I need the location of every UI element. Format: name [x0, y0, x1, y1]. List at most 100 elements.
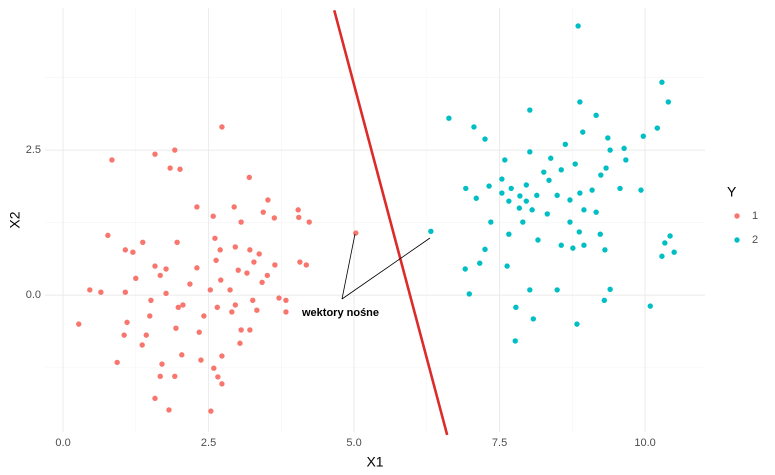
point [140, 239, 146, 246]
point [232, 302, 239, 308]
point [589, 187, 595, 193]
point [504, 263, 510, 269]
point [163, 290, 169, 297]
point [488, 219, 494, 225]
point [238, 327, 244, 333]
point [246, 174, 252, 181]
point [172, 147, 178, 153]
point [523, 198, 530, 204]
point [232, 244, 239, 250]
point [157, 272, 163, 279]
point [548, 155, 554, 161]
point [87, 287, 93, 293]
point [506, 231, 512, 237]
point [577, 99, 583, 105]
annotation-arrow [341, 233, 356, 300]
point [581, 207, 587, 213]
point [466, 291, 472, 297]
marks [76, 9, 677, 436]
point [247, 327, 253, 333]
point [597, 231, 603, 237]
point [621, 145, 627, 152]
point [174, 239, 180, 246]
point [516, 205, 523, 211]
point [214, 304, 220, 310]
point [98, 289, 104, 295]
point [570, 245, 576, 251]
x-tick-label: 5.0 [346, 437, 361, 449]
point [527, 149, 533, 155]
point [217, 247, 223, 253]
point [530, 316, 537, 322]
grid [45, 8, 705, 432]
point [147, 313, 153, 319]
point [665, 99, 672, 105]
x-axis-title: X1 [366, 454, 383, 470]
point [463, 185, 469, 192]
point [231, 204, 237, 210]
point [558, 167, 564, 173]
point [581, 242, 587, 248]
point [499, 190, 505, 196]
point [196, 329, 202, 335]
legend-swatch [734, 213, 740, 219]
point [207, 287, 213, 293]
point [133, 275, 139, 281]
point [219, 124, 225, 130]
point [535, 237, 541, 243]
point [623, 157, 629, 163]
point [213, 257, 219, 264]
point [303, 262, 310, 268]
point [667, 233, 673, 239]
point [506, 198, 512, 204]
point [219, 353, 225, 359]
point [482, 246, 488, 252]
point [152, 151, 158, 157]
point [659, 79, 665, 85]
point [617, 185, 623, 192]
point [271, 215, 278, 221]
point [177, 166, 183, 172]
point [180, 302, 186, 308]
point [486, 183, 492, 189]
point [152, 263, 158, 269]
y-tick-label: 2.5 [26, 144, 41, 156]
point [567, 219, 573, 225]
point [512, 338, 518, 344]
separating-line [333, 9, 449, 436]
point [428, 228, 434, 235]
point [502, 157, 508, 163]
point [295, 207, 301, 213]
point [250, 297, 256, 304]
point [212, 235, 218, 241]
point [219, 381, 225, 387]
point [546, 177, 552, 183]
point [471, 124, 477, 130]
point [139, 342, 145, 348]
x-tick-label: 2.5 [201, 437, 216, 449]
point [638, 187, 644, 193]
legend-label: 2 [752, 234, 758, 246]
point [187, 281, 193, 287]
point [264, 272, 271, 279]
point [163, 266, 169, 272]
point [529, 207, 535, 213]
point [598, 172, 604, 178]
point [122, 247, 129, 253]
point [544, 211, 550, 217]
point [607, 286, 613, 293]
x-tick-label: 0.0 [55, 437, 70, 449]
legend-label: 1 [752, 210, 758, 222]
point [76, 321, 82, 327]
point [122, 289, 129, 295]
point [152, 395, 158, 402]
point [499, 176, 505, 182]
point [105, 232, 111, 239]
point [647, 303, 653, 309]
point [593, 112, 599, 119]
point [580, 129, 586, 135]
point [558, 242, 564, 248]
y-axis-title: X2 [7, 211, 23, 228]
point [215, 374, 221, 380]
point [523, 182, 530, 188]
